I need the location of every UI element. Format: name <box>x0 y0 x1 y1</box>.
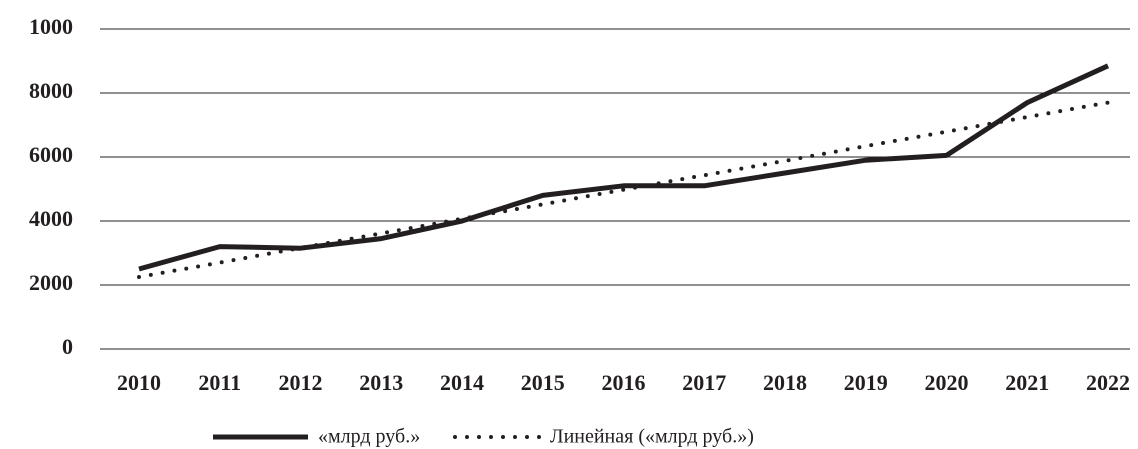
x-tick-label: 2016 <box>602 370 646 395</box>
y-tick-label: 1000 <box>29 14 73 39</box>
x-tick-label: 2017 <box>682 370 726 395</box>
y-tick-label: 2000 <box>29 270 73 295</box>
x-tick-label: 2021 <box>1005 370 1049 395</box>
series-line <box>138 63 1110 272</box>
x-tick-label: 2015 <box>521 370 565 395</box>
x-tick-label: 2019 <box>844 370 888 395</box>
y-tick-label: 6000 <box>29 142 73 167</box>
x-tick-label: 2013 <box>359 370 403 395</box>
series-line <box>137 100 1110 279</box>
y-tick-label: 0 <box>62 334 73 359</box>
legend-label: Линейная («млрд руб.») <box>550 426 754 448</box>
legend-label: «млрд руб.» <box>318 426 420 448</box>
x-tick-label: 2018 <box>763 370 807 395</box>
x-tick-label: 2020 <box>925 370 969 395</box>
x-tick-label: 2022 <box>1086 370 1130 395</box>
y-tick-label: 4000 <box>29 206 73 231</box>
x-tick-label: 2010 <box>117 370 161 395</box>
x-tick-label: 2012 <box>279 370 323 395</box>
x-tick-label: 2014 <box>440 370 484 395</box>
y-tick-label: 8000 <box>29 78 73 103</box>
x-tick-label: 2011 <box>198 370 241 395</box>
